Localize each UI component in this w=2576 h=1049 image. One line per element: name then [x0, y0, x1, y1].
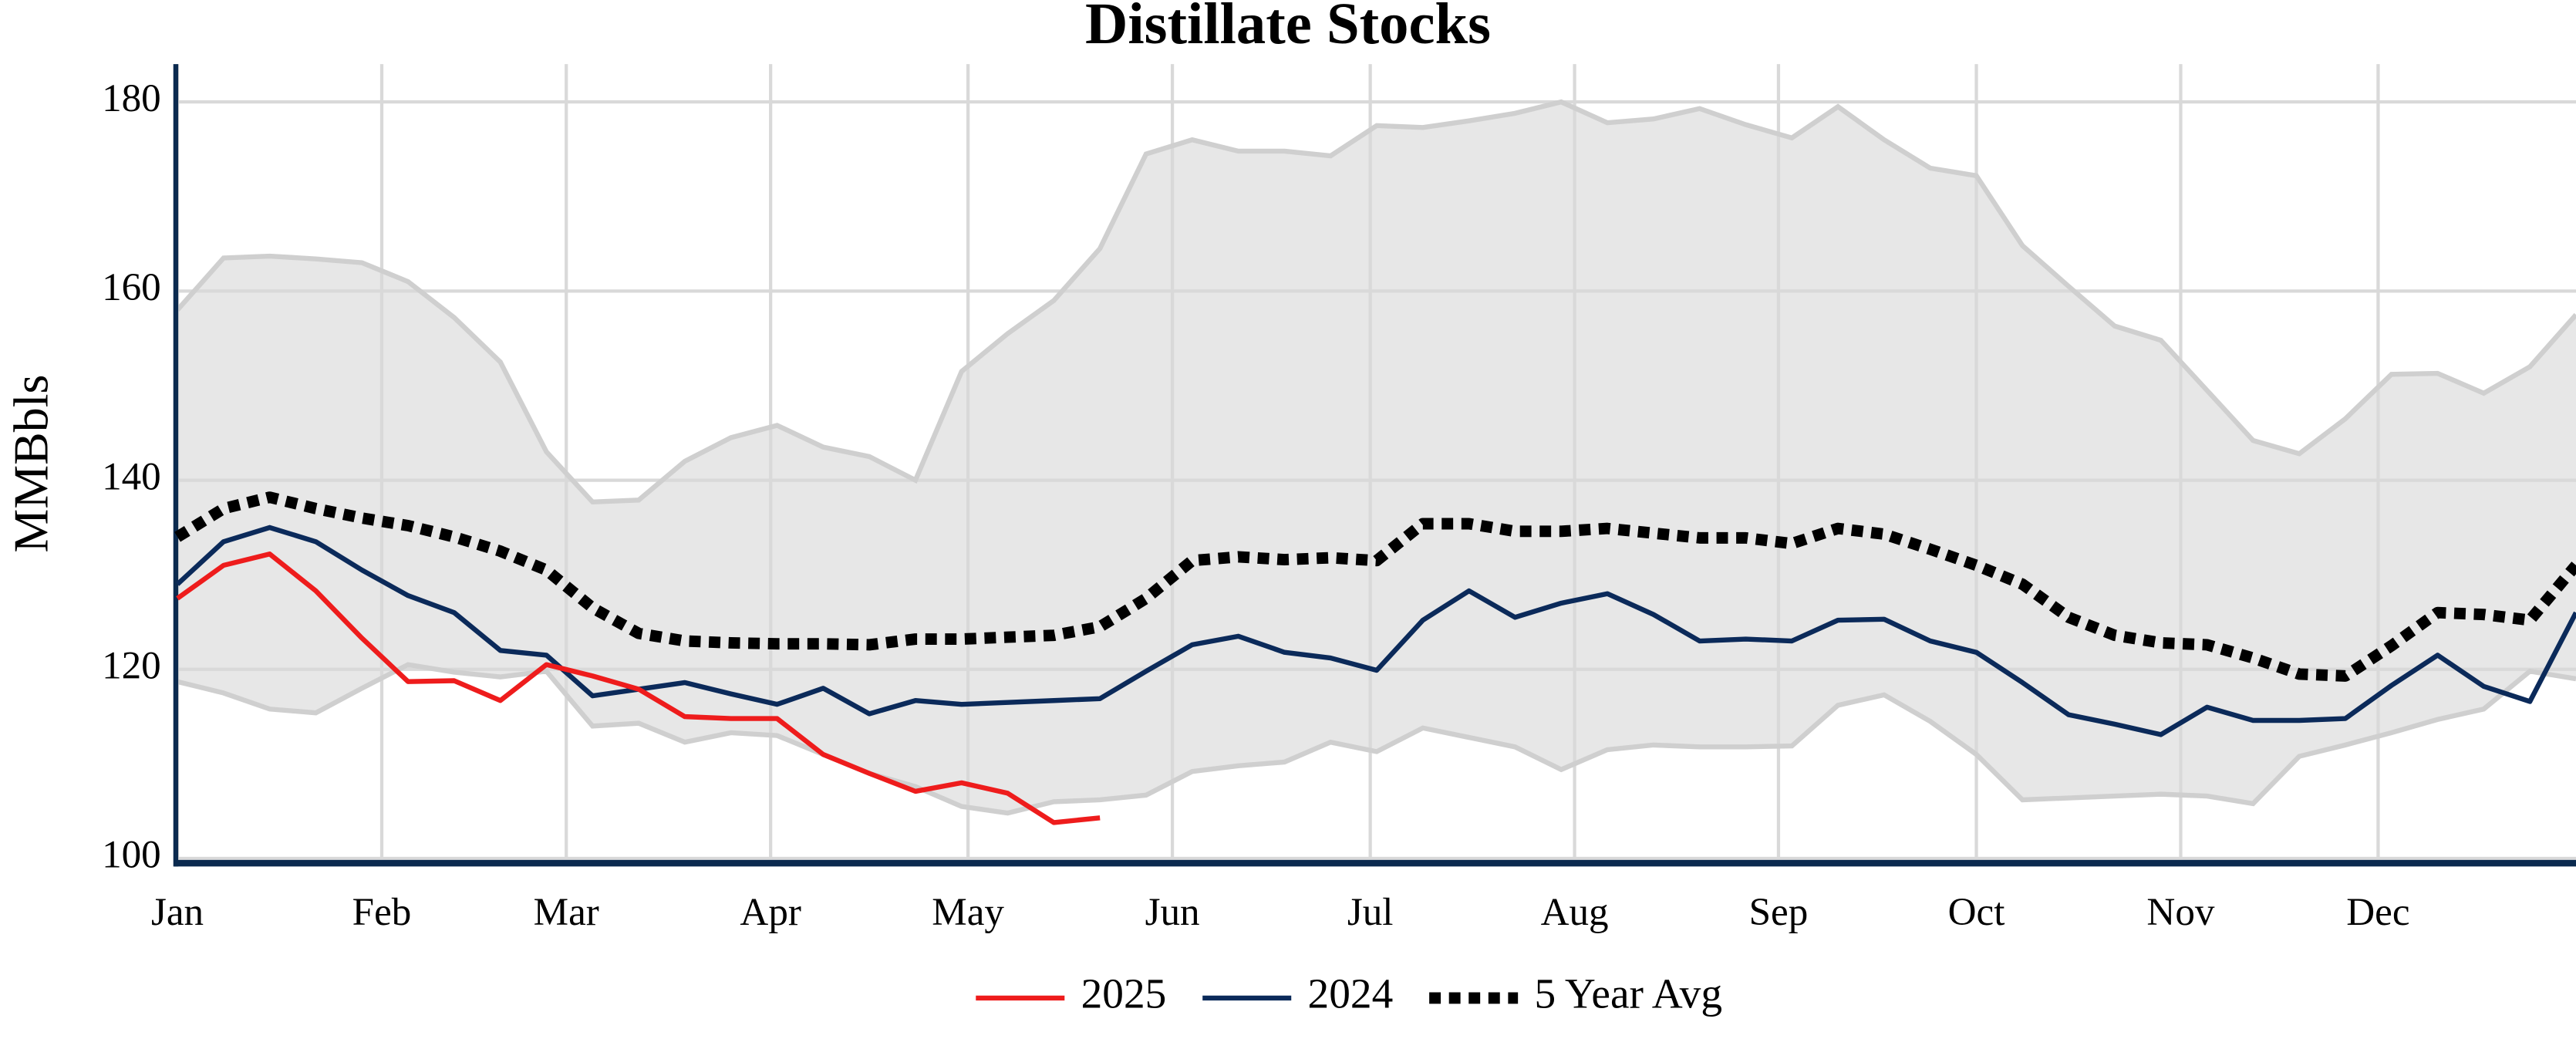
x-tick-label: Jul: [1347, 890, 1394, 934]
y-tick-label: 120: [102, 644, 161, 688]
x-tick-label: Mar: [534, 890, 599, 934]
x-tick-label: Aug: [1541, 890, 1609, 934]
series-line: [175, 524, 2576, 737]
y-axis-label: MMBbls: [4, 375, 59, 553]
x-tick-label: Sep: [1749, 890, 1809, 934]
legend-label: 2024: [1308, 970, 1394, 1017]
y-tick-label: 180: [102, 76, 161, 120]
legend-label: 5 Year Avg: [1534, 970, 1722, 1017]
x-tick-label: Feb: [352, 890, 412, 934]
series-line: [176, 551, 1101, 825]
series-line: [174, 491, 2576, 682]
x-tick-label: Jun: [1145, 890, 1200, 934]
band-edge: [175, 99, 2576, 505]
legend-label: 2025: [1081, 970, 1167, 1017]
range-band: [177, 102, 2576, 814]
x-tick-label: Jan: [151, 890, 204, 934]
x-tick-label: Dec: [2346, 890, 2409, 934]
x-tick-label: Nov: [2146, 890, 2214, 934]
y-tick-label: 140: [102, 454, 161, 498]
x-tick-label: Oct: [1948, 890, 2005, 934]
y-tick-label: 160: [102, 265, 161, 309]
x-tick-label: Apr: [740, 890, 801, 934]
x-tick-label: May: [932, 890, 1004, 934]
chart-title: Distillate Stocks: [1085, 0, 1491, 56]
band-edge: [177, 662, 2576, 816]
y-tick-label: 100: [102, 833, 161, 877]
